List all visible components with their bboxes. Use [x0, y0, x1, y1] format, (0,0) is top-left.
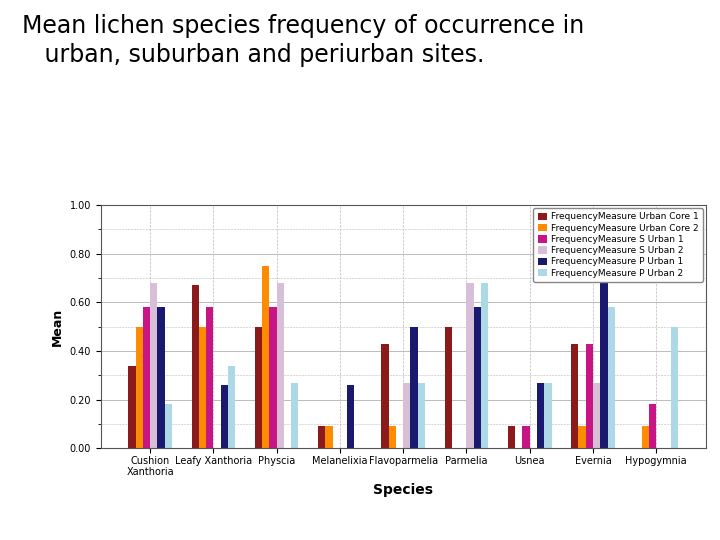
- Bar: [537, 382, 544, 448]
- Bar: [276, 283, 284, 448]
- Bar: [135, 327, 143, 448]
- X-axis label: Species: Species: [373, 483, 433, 497]
- Bar: [410, 327, 418, 448]
- Bar: [671, 327, 678, 448]
- Bar: [608, 307, 615, 448]
- Bar: [165, 404, 172, 448]
- Bar: [467, 283, 474, 448]
- Text: Mean lichen species frequency of occurrence in
   urban, suburban and periurban : Mean lichen species frequency of occurre…: [22, 14, 584, 67]
- Bar: [418, 382, 425, 448]
- Bar: [481, 283, 488, 448]
- Bar: [150, 283, 158, 448]
- Bar: [269, 307, 276, 448]
- Bar: [382, 343, 389, 448]
- Bar: [544, 382, 552, 448]
- Bar: [508, 427, 516, 448]
- Bar: [474, 307, 481, 448]
- Bar: [220, 385, 228, 448]
- Bar: [158, 307, 165, 448]
- Bar: [571, 343, 578, 448]
- Bar: [206, 307, 213, 448]
- Bar: [192, 285, 199, 448]
- Bar: [262, 266, 269, 448]
- Bar: [586, 343, 593, 448]
- Bar: [199, 327, 206, 448]
- Bar: [578, 427, 586, 448]
- Bar: [389, 427, 396, 448]
- Bar: [445, 327, 452, 448]
- Bar: [228, 366, 235, 448]
- Bar: [403, 382, 410, 448]
- Bar: [347, 385, 354, 448]
- Y-axis label: Mean: Mean: [51, 308, 64, 346]
- Legend: FrequencyMeasure Urban Core 1, FrequencyMeasure Urban Core 2, FrequencyMeasure S: FrequencyMeasure Urban Core 1, Frequency…: [534, 208, 703, 282]
- Bar: [593, 382, 600, 448]
- Bar: [255, 327, 262, 448]
- Bar: [291, 382, 299, 448]
- Bar: [325, 427, 333, 448]
- Bar: [642, 427, 649, 448]
- Bar: [523, 427, 530, 448]
- Bar: [649, 404, 657, 448]
- Bar: [318, 427, 325, 448]
- Bar: [143, 307, 150, 448]
- Bar: [600, 244, 608, 448]
- Bar: [128, 366, 135, 448]
